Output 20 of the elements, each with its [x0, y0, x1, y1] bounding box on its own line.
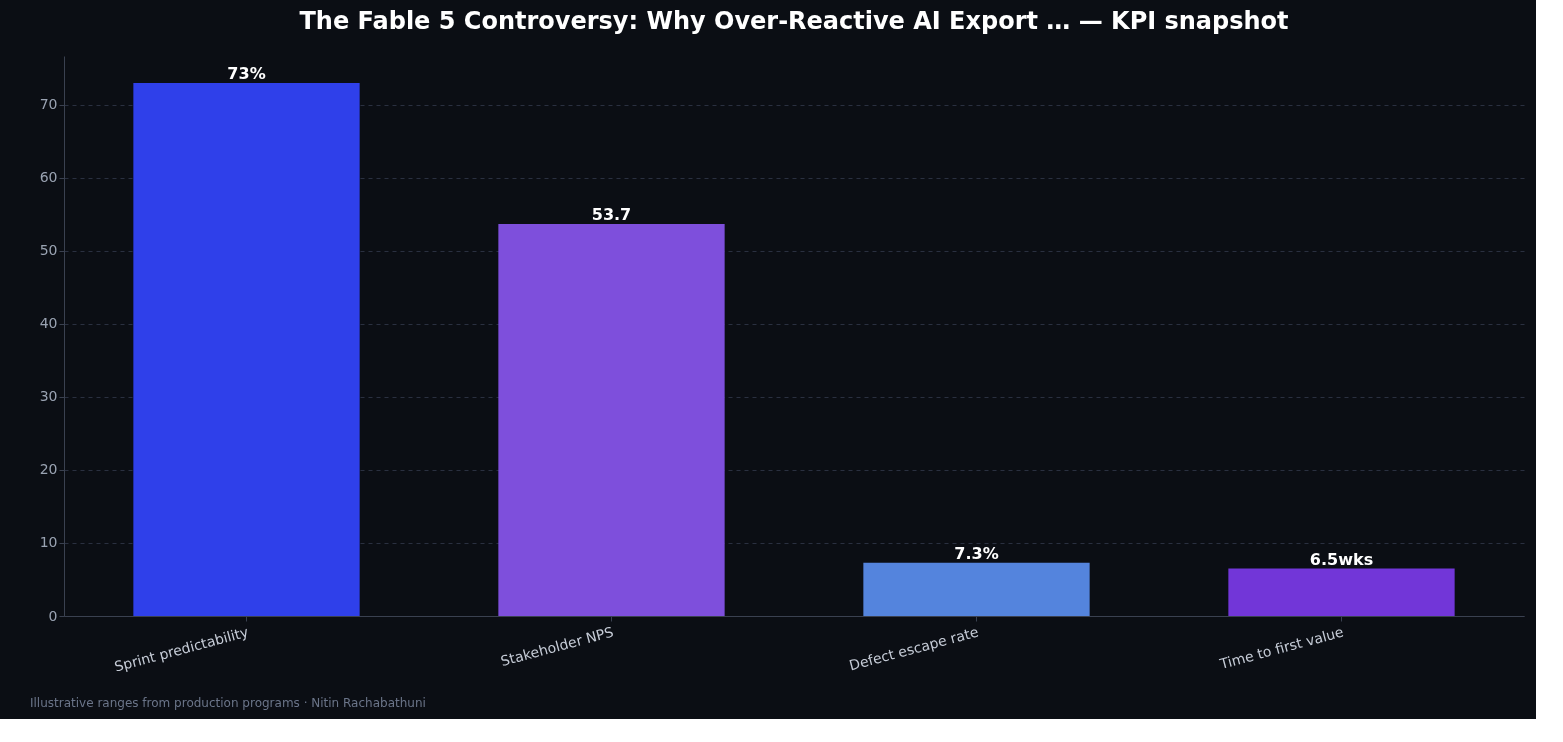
bar [1228, 568, 1455, 616]
x-tick-label: Defect escape rate [847, 623, 981, 674]
y-tick-label: 70 [39, 96, 58, 113]
bar [498, 223, 725, 616]
data-label: 6.5wks [1309, 549, 1374, 569]
bar [863, 562, 1090, 616]
y-tick-label: 30 [39, 388, 58, 405]
y-tick-label: 60 [39, 169, 58, 186]
data-label: 53.7 [591, 204, 632, 224]
y-tick-label: 20 [39, 461, 58, 478]
text: Illustrative ranges from production programs · Nitin Rachabathuni [30, 696, 426, 710]
bar [133, 83, 360, 616]
y-tick-label: 50 [39, 242, 58, 259]
x-tick-label: Time to first value [1217, 623, 1346, 673]
y-tick-label: 0 [48, 607, 58, 624]
chart-title: The Fable 5 Controversy: Why Over-Reactive AI Export … — KPI snapshot [299, 7, 1289, 35]
y-tick-label: 40 [39, 315, 58, 332]
y-tick-label: 10 [39, 534, 58, 551]
data-label: 73% [227, 64, 266, 84]
data-label: 7.3% [954, 543, 999, 563]
